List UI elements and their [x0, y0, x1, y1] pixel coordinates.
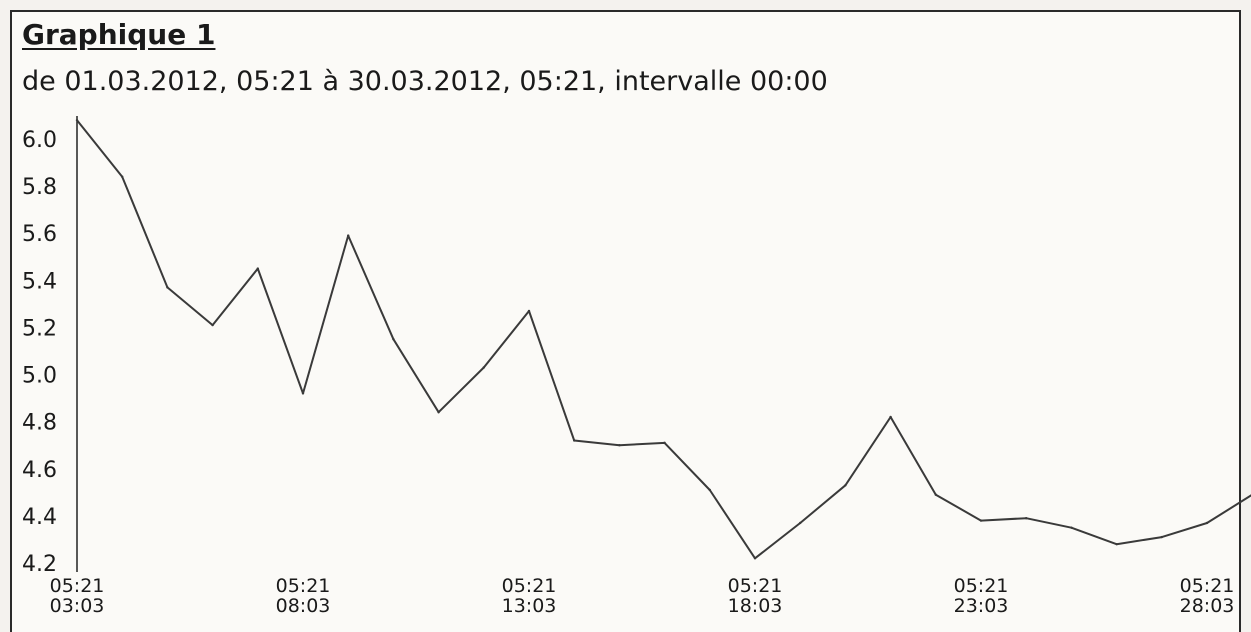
- x-tick-time: 05:21: [1180, 575, 1235, 597]
- data-point: [392, 338, 395, 341]
- x-tick-time: 05:21: [276, 575, 331, 597]
- y-tick-label: 5.2: [22, 316, 57, 341]
- x-tick-date: 13:03: [502, 595, 557, 617]
- data-point: [256, 267, 259, 270]
- data-point: [1025, 517, 1028, 520]
- x-tick-time: 05:21: [728, 575, 783, 597]
- data-point: [166, 286, 169, 289]
- x-tick-date: 28:03: [1180, 595, 1235, 617]
- data-point: [844, 484, 847, 487]
- data-point: [663, 441, 666, 445]
- data-point: [347, 234, 350, 237]
- x-axis: 05:2103:0305:2108:0305:2113:0305:2118:03…: [50, 575, 1235, 617]
- data-point: [979, 519, 983, 522]
- data-point: [211, 323, 214, 327]
- data-point: [482, 366, 485, 369]
- y-tick-label: 6.0: [22, 128, 57, 153]
- x-tick-date: 08:03: [276, 595, 331, 617]
- data-point: [301, 392, 305, 395]
- data-point: [1205, 521, 1209, 525]
- x-tick-time: 05:21: [954, 575, 1009, 597]
- data-point: [799, 521, 802, 525]
- data-point: [437, 411, 440, 414]
- data-point: [889, 415, 892, 419]
- data-point: [753, 557, 757, 560]
- x-tick-time: 05:21: [502, 575, 557, 597]
- data-point: [618, 444, 621, 447]
- data-point: [527, 309, 531, 313]
- series: [75, 118, 1251, 560]
- data-point: [1160, 535, 1164, 539]
- data-point: [934, 493, 937, 496]
- y-axis: 6.0 5.8 5.6 5.4 5.2 5.0 4.8 4.6 4.4 4.2: [22, 116, 78, 577]
- y-tick-label: 5.0: [22, 364, 57, 389]
- y-tick-label: 4.2: [22, 552, 57, 577]
- series-line: [76, 119, 1251, 560]
- data-point: [573, 439, 576, 442]
- x-tick-date: 03:03: [50, 595, 105, 617]
- chart-subtitle: de 01.03.2012, 05:21 à 30.03.2012, 05:21…: [22, 66, 828, 97]
- y-tick-label: 4.6: [22, 458, 57, 483]
- x-tick-date: 18:03: [728, 595, 783, 617]
- y-tick-label: 4.8: [22, 411, 57, 436]
- y-tick-label: 5.8: [22, 175, 57, 200]
- data-point: [121, 175, 124, 178]
- x-tick-time: 05:21: [50, 575, 105, 597]
- data-point: [75, 118, 79, 122]
- data-point: [1070, 526, 1073, 529]
- y-tick-label: 5.4: [22, 269, 57, 294]
- data-point: [1115, 542, 1118, 546]
- y-tick-label: 4.4: [22, 505, 57, 530]
- data-point: [708, 488, 711, 492]
- x-tick-date: 23:03: [954, 595, 1009, 617]
- chart-title: Graphique 1: [22, 18, 216, 51]
- y-tick-label: 5.6: [22, 222, 57, 247]
